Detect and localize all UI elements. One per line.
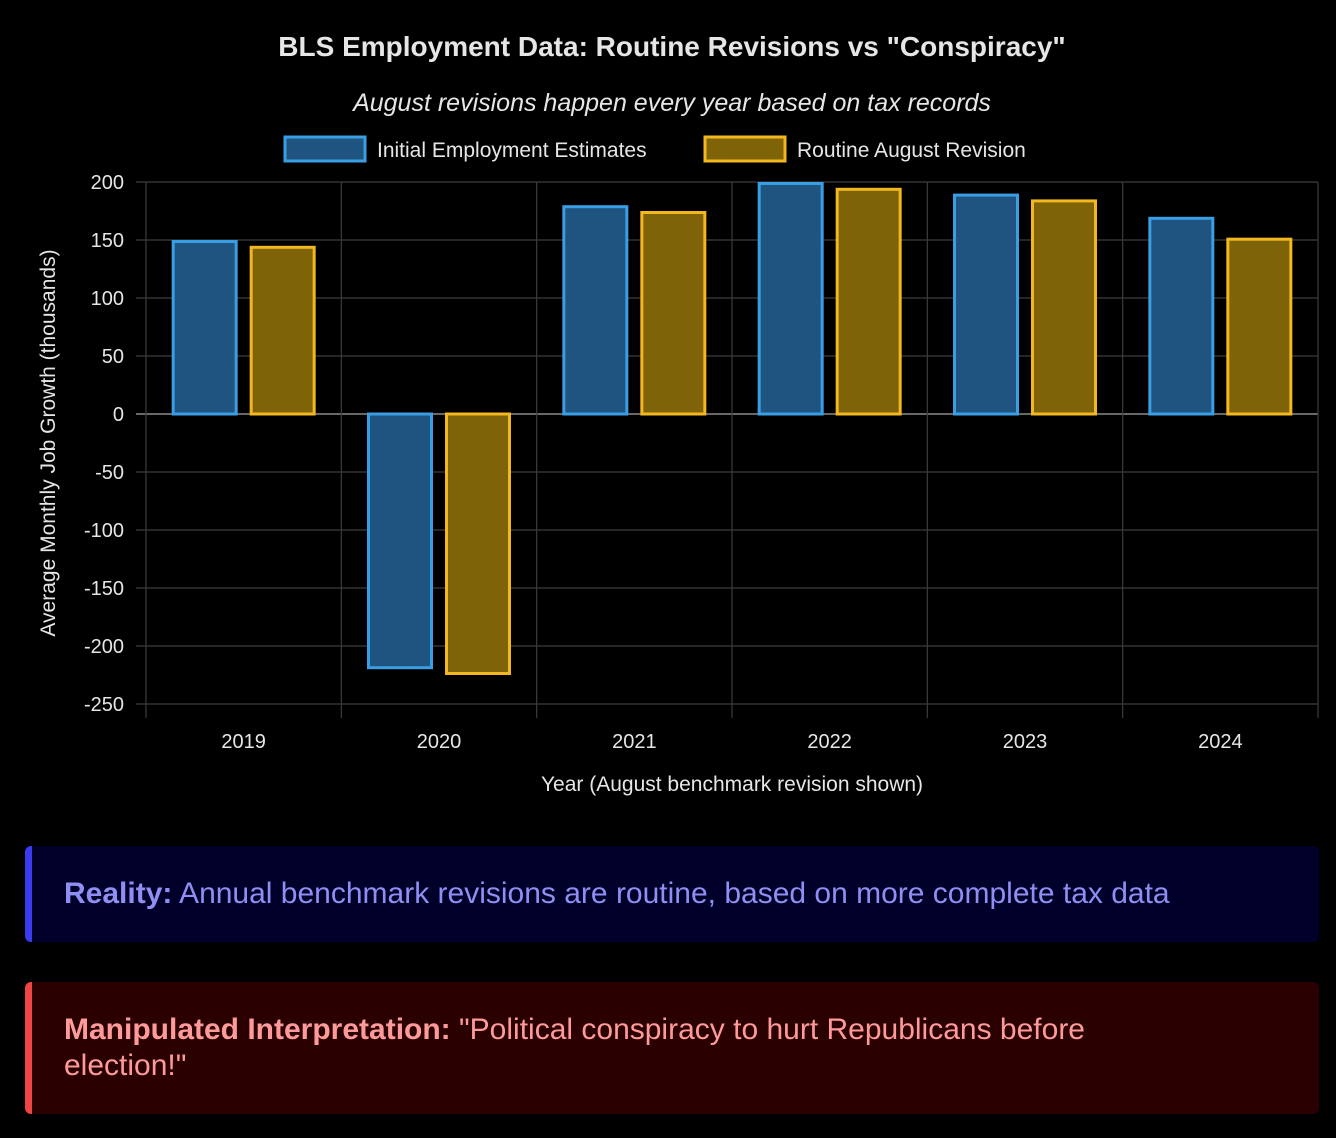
x-axis-label: Year (August benchmark revision shown)	[541, 773, 923, 796]
bar-initial-2019	[171, 240, 238, 416]
bar-initial-2021	[562, 205, 629, 416]
y-tick-label: -250	[84, 694, 124, 716]
y-tick-label: -100	[84, 520, 124, 542]
chart-container: BLS Employment Data: Routine Revisions v…	[37, 31, 1319, 796]
legend-swatch-revision	[703, 135, 787, 163]
chart-subtitle: August revisions happen every year based…	[351, 89, 991, 117]
bar-initial-2022	[757, 182, 824, 416]
bar-revision-2020	[445, 412, 511, 675]
chart-legend: Initial Employment Estimates Routine Augu…	[283, 135, 1026, 163]
x-tick-label: 2019	[221, 731, 266, 753]
bar-revision-2019	[249, 245, 316, 416]
x-axis-ticks: 2019 2020 2021 2022 2023 2024	[221, 731, 1242, 753]
x-tick-label: 2022	[807, 731, 852, 753]
reality-label: Reality:	[64, 877, 173, 910]
y-tick-label: -50	[95, 462, 124, 484]
bar-revision-2021	[640, 211, 707, 416]
x-tick-label: 2021	[612, 731, 657, 753]
x-tick-label: 2020	[417, 731, 462, 753]
bar-revision-2022	[835, 187, 902, 416]
y-tick-label: -150	[84, 578, 124, 600]
y-tick-label: 100	[91, 288, 124, 310]
reality-text: Annual benchmark revisions are routine, …	[172, 877, 1170, 910]
y-axis-label: Average Monthly Job Growth (thousands)	[37, 249, 60, 636]
bar-revision-2024	[1226, 237, 1293, 416]
x-tick-label: 2023	[1003, 731, 1048, 753]
bar-revision-2023	[1031, 199, 1097, 416]
legend-label-revision: Routine August Revision	[797, 139, 1026, 162]
chart-title: BLS Employment Data: Routine Revisions v…	[278, 31, 1065, 62]
y-axis-ticks: 200 150 100 50 0 -50 -100 -150 -200 -250	[84, 172, 124, 716]
y-tick-label: -200	[84, 636, 124, 658]
manipulated-interpretation-callout: Manipulated Interpretation: "Political c…	[25, 982, 1319, 1114]
legend-swatch-initial	[283, 135, 367, 163]
manipulated-label: Manipulated Interpretation:	[64, 1013, 451, 1046]
y-tick-label: 50	[102, 346, 124, 368]
chart-bars	[171, 182, 1293, 675]
bar-initial-2024	[1148, 216, 1215, 416]
bar-initial-2023	[953, 193, 1019, 416]
bar-initial-2020	[367, 412, 433, 670]
bar-chart: BLS Employment Data: Routine Revisions v…	[37, 31, 1319, 796]
legend-label-initial: Initial Employment Estimates	[377, 139, 647, 162]
chart-grid	[136, 181, 1319, 718]
x-tick-label: 2024	[1198, 731, 1243, 753]
reality-callout: Reality: Annual benchmark revisions are …	[25, 846, 1319, 942]
y-tick-label: 150	[91, 230, 124, 252]
manipulated-text: "Political conspiracy to hurt Republican…	[64, 1013, 1085, 1082]
y-tick-label: 0	[113, 404, 124, 426]
y-tick-label: 200	[91, 172, 124, 194]
